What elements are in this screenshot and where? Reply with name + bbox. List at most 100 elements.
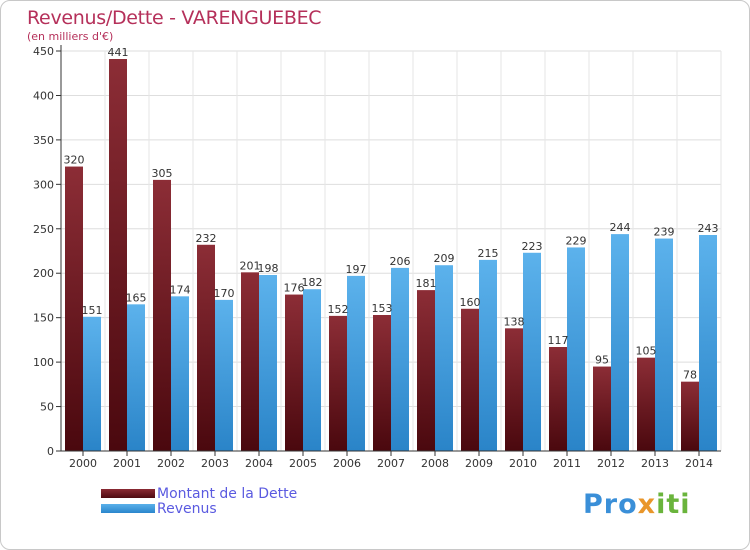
x-tick-label: 2006 (333, 457, 361, 470)
data-label-debt: 152 (328, 303, 349, 316)
y-tick-label: 300 (33, 178, 54, 191)
data-label-debt: 305 (152, 167, 173, 180)
bar-debt (461, 308, 479, 451)
bar-revenue (655, 238, 673, 451)
bar-debt (549, 347, 567, 451)
legend-swatch-debt (101, 489, 155, 498)
bar-debt (285, 294, 303, 451)
legend-item-revenue: Revenus (101, 500, 297, 517)
y-tick-label: 450 (33, 45, 54, 58)
y-tick-label: 200 (33, 267, 54, 280)
bar-revenue (479, 259, 497, 451)
legend: Montant de la Dette Revenus (101, 485, 298, 517)
bar-revenue (347, 275, 365, 451)
data-label-debt: 201 (240, 259, 261, 272)
bar-debt (109, 59, 127, 451)
x-tick-label: 2009 (465, 457, 493, 470)
data-label-revenue: 206 (390, 255, 411, 268)
data-label-revenue: 243 (698, 222, 719, 235)
bar-revenue (83, 316, 101, 451)
y-tick-label: 100 (33, 356, 54, 369)
bar-debt (505, 328, 523, 451)
x-tick-label: 2008 (421, 457, 449, 470)
y-tick-label: 250 (33, 223, 54, 236)
x-tick-label: 2000 (69, 457, 97, 470)
bar-revenue (215, 299, 233, 451)
data-label-revenue: 239 (654, 226, 675, 239)
data-label-revenue: 244 (610, 221, 631, 234)
logo-part-1: Pro (583, 489, 638, 520)
bar-debt (197, 244, 215, 451)
data-label-debt: 105 (636, 345, 657, 358)
data-label-revenue: 229 (566, 234, 587, 247)
x-tick-label: 2010 (509, 457, 537, 470)
x-tick-label: 2013 (641, 457, 669, 470)
data-label-debt: 153 (372, 302, 393, 315)
logo-part-3: iti (656, 489, 691, 520)
data-label-revenue: 197 (346, 263, 367, 276)
data-label-revenue: 198 (258, 262, 279, 275)
data-label-debt: 176 (284, 282, 305, 295)
data-label-revenue: 151 (82, 304, 103, 317)
proxiti-logo: Proxiti (583, 489, 691, 520)
data-label-revenue: 182 (302, 276, 323, 289)
bar-revenue (303, 289, 321, 451)
x-tick-label: 2011 (553, 457, 581, 470)
x-tick-label: 2005 (289, 457, 317, 470)
data-label-revenue: 215 (478, 247, 499, 260)
data-label-debt: 160 (460, 296, 481, 309)
legend-swatch-revenue (101, 504, 155, 513)
bar-revenue (391, 267, 409, 451)
bar-revenue (611, 234, 629, 451)
bar-revenue (127, 304, 145, 451)
bar-debt (373, 315, 391, 451)
data-label-debt: 320 (64, 154, 85, 167)
y-tick-label: 350 (33, 134, 54, 147)
y-tick-label: 400 (33, 89, 54, 102)
x-tick-label: 2004 (245, 457, 273, 470)
data-label-debt: 138 (504, 315, 525, 328)
bar-revenue (259, 275, 277, 451)
y-tick-label: 150 (33, 312, 54, 325)
bar-debt (65, 166, 83, 452)
bar-revenue (699, 235, 717, 451)
data-label-debt: 232 (196, 232, 217, 245)
bar-revenue (435, 265, 453, 451)
x-tick-label: 2003 (201, 457, 229, 470)
data-label-debt: 78 (683, 369, 697, 382)
data-label-revenue: 223 (522, 240, 543, 253)
y-tick-label: 50 (40, 401, 54, 414)
bar-revenue (567, 247, 585, 451)
data-label-debt: 117 (548, 334, 569, 347)
bar-revenue (523, 252, 541, 451)
y-tick-label: 0 (47, 445, 54, 458)
bar-debt (241, 272, 259, 451)
legend-label-revenue: Revenus (157, 500, 217, 517)
bar-debt (637, 357, 655, 451)
legend-label-debt: Montant de la Dette (157, 485, 298, 502)
data-label-debt: 181 (416, 277, 437, 290)
bar-debt (153, 179, 171, 451)
data-label-debt: 441 (108, 46, 129, 59)
bar-revenue (171, 296, 189, 451)
logo-part-2: x (637, 489, 657, 520)
bar-debt (417, 290, 435, 451)
x-tick-label: 2012 (597, 457, 625, 470)
bar-debt (593, 366, 611, 451)
data-label-revenue: 174 (170, 283, 191, 296)
data-label-debt: 95 (595, 354, 609, 367)
x-tick-label: 2014 (685, 457, 713, 470)
bar-debt (329, 315, 347, 451)
x-tick-label: 2001 (113, 457, 141, 470)
legend-item-debt: Montant de la Dette (101, 485, 298, 502)
x-tick-label: 2007 (377, 457, 405, 470)
data-label-revenue: 209 (434, 252, 455, 265)
bar-debt (681, 381, 699, 451)
data-label-revenue: 165 (126, 291, 147, 304)
data-label-revenue: 170 (214, 287, 235, 300)
chart-subtitle: (en milliers d'€) (27, 30, 114, 43)
x-tick-label: 2002 (157, 457, 185, 470)
chart-title: Revenus/Dette - VARENGUEBEC (27, 7, 322, 29)
